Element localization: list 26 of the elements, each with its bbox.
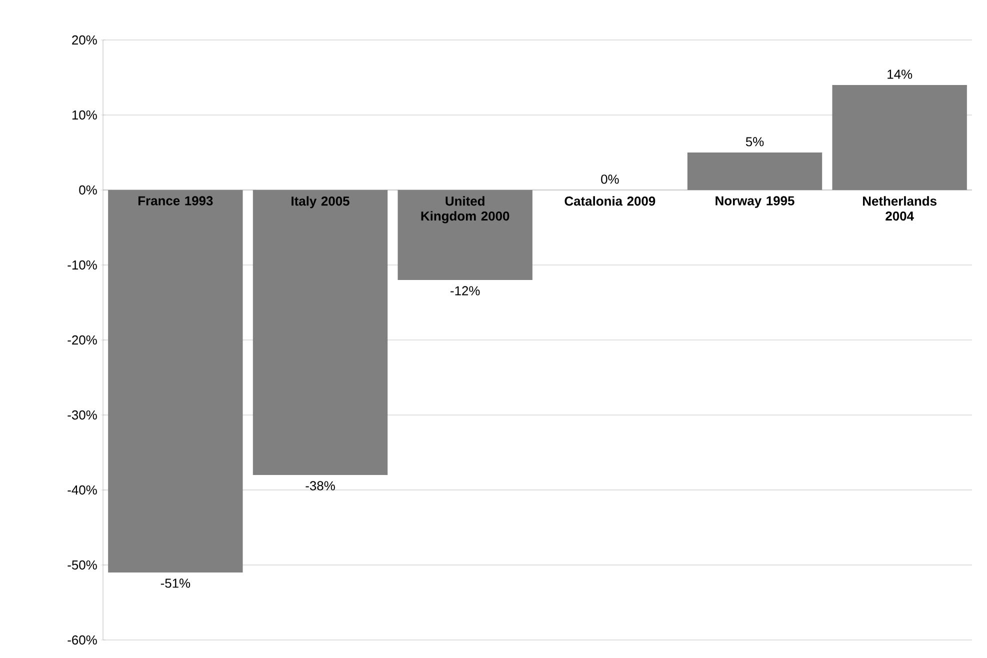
bar — [832, 84, 967, 190]
y-tick-label: 0% — [79, 185, 97, 195]
data-label: 5% — [746, 137, 764, 146]
y-tick-label: -50% — [68, 560, 97, 570]
data-label: -38% — [306, 481, 335, 490]
bar — [398, 190, 532, 280]
y-tick-label: -30% — [68, 410, 97, 420]
x-tick-label: Netherlands 2004 — [863, 196, 936, 221]
x-tick-label: France 1993 — [138, 196, 213, 206]
y-tick-label: 10% — [72, 110, 97, 120]
bar — [252, 190, 388, 475]
data-label: -51% — [160, 578, 190, 588]
y-tick-label: -60% — [68, 635, 97, 645]
y-tick-label: 20% — [72, 35, 97, 45]
y-tick-label: -40% — [68, 485, 97, 495]
bar — [687, 152, 822, 190]
x-tick-label: United Kingdom 2000 — [421, 196, 510, 224]
x-tick-label: Italy 2005 — [292, 196, 350, 208]
bar — [108, 190, 243, 572]
data-label: 14% — [888, 70, 912, 79]
y-tick-label: -20% — [68, 335, 97, 345]
y-tick-label: -10% — [68, 260, 97, 270]
x-tick-label: Norway 1995 — [716, 196, 794, 208]
data-label: 0% — [601, 174, 619, 184]
data-label: -12% — [450, 286, 480, 296]
x-tick-label: Catalonia 2009 — [564, 196, 656, 206]
